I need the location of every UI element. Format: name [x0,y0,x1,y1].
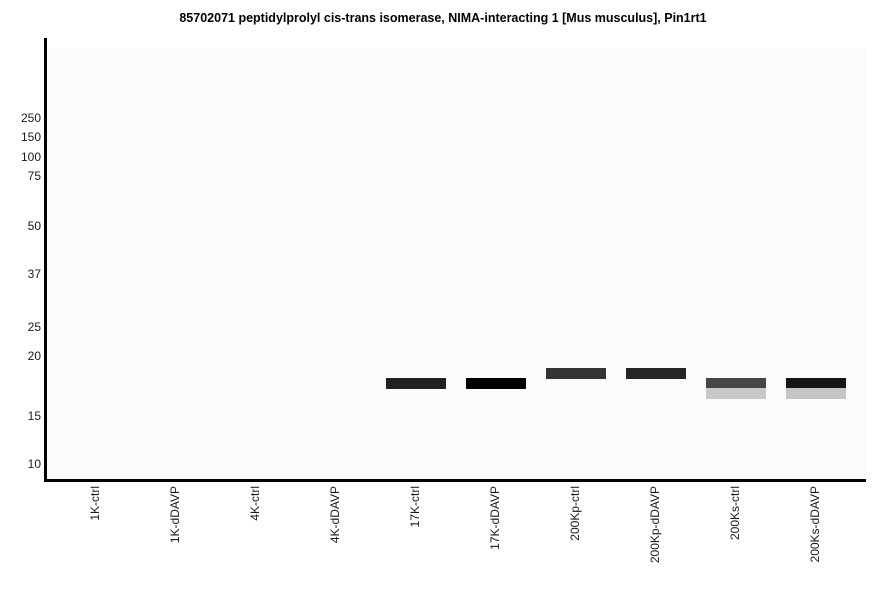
x-lane-label: 17K-dDAVP [488,486,502,550]
y-tick-label: 25 [27,320,41,334]
y-tick-label: 75 [27,169,41,183]
x-lane-label: 17K-ctrl [408,486,422,528]
protein-band [546,367,606,379]
x-lane-label: 200Ks-ctrl [728,486,742,541]
x-axis-line [44,479,866,482]
protein-band [786,378,846,390]
x-lane-label: 4K-ctrl [248,486,262,521]
y-tick-label: 250 [20,111,41,125]
y-tick-label: 50 [27,219,41,233]
protein-band [786,388,846,400]
x-lane-label: 200Kp-dDAVP [648,486,662,564]
x-lane-label: 4K-dDAVP [328,486,342,544]
x-lane-label: 1K-ctrl [88,486,102,521]
y-axis-line [44,38,47,482]
gel-area [47,49,866,479]
y-tick-label: 20 [27,349,41,363]
y-tick-label: 150 [20,130,41,144]
x-lane-label: 200Kp-ctrl [568,486,582,541]
protein-band [626,367,686,379]
protein-band [386,378,446,390]
x-lane-label: 200Ks-dDAVP [808,486,822,563]
chart-title: 85702071 peptidylprolyl cis-trans isomer… [179,11,707,25]
y-tick-label: 15 [27,409,41,423]
y-tick-label: 37 [27,267,41,281]
protein-band [706,388,766,400]
x-lane-label: 1K-dDAVP [168,486,182,544]
protein-band [466,378,526,390]
y-tick-label: 100 [20,150,41,164]
protein-band [706,378,766,390]
y-tick-label: 10 [27,457,41,471]
